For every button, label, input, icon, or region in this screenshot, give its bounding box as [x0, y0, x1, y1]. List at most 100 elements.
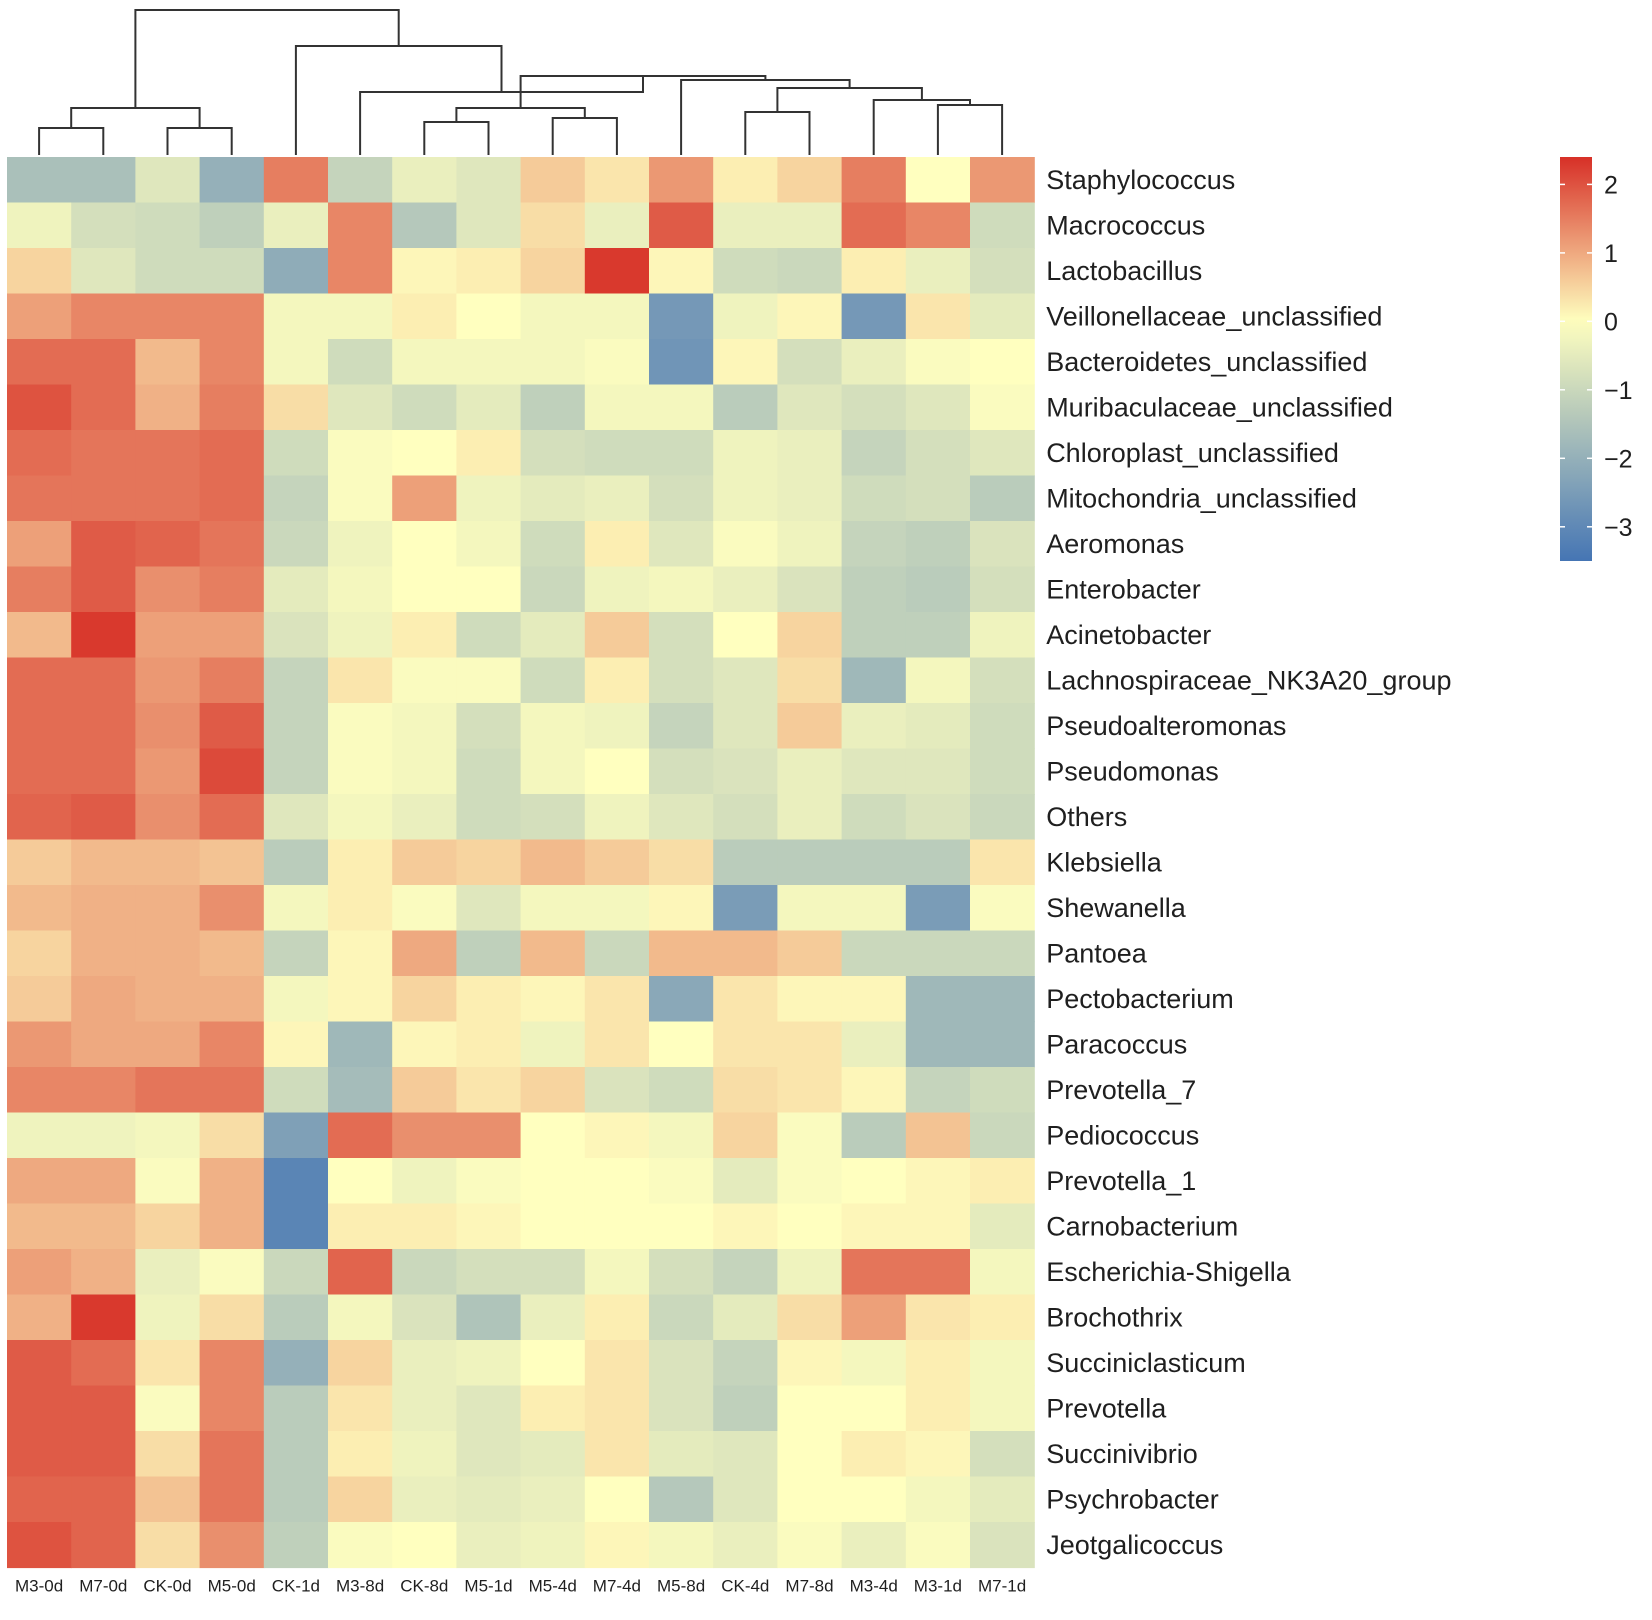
- heatmap-cell: [905, 430, 971, 477]
- heatmap-cell: [970, 794, 1035, 841]
- heatmap-cell: [970, 521, 1035, 568]
- heatmap-cell: [841, 1476, 907, 1523]
- row-label: Prevotella_1: [1046, 1166, 1196, 1196]
- heatmap-cell: [135, 293, 201, 340]
- heatmap-cell: [7, 657, 72, 704]
- heatmap-cell: [649, 703, 714, 750]
- heatmap-cell: [7, 703, 72, 750]
- heatmap-cell: [199, 339, 265, 386]
- heatmap-cell: [263, 1203, 329, 1250]
- heatmap-cell: [71, 976, 136, 1023]
- heatmap-cell: [263, 612, 329, 659]
- heatmap-cell: [970, 1294, 1035, 1341]
- heatmap-cell: [263, 657, 329, 704]
- heatmap-cell: [71, 839, 136, 886]
- heatmap-cell: [520, 430, 586, 477]
- heatmap-cell: [777, 566, 843, 613]
- heatmap-cell: [328, 1203, 393, 1250]
- heatmap-cell: [584, 703, 650, 750]
- heatmap-cell: [649, 1431, 714, 1478]
- heatmap-cell: [777, 1294, 843, 1341]
- heatmap-cell: [905, 839, 971, 886]
- heatmap-cell: [777, 430, 843, 477]
- colorbar-legend: 2 1 0 −1 −2 −3: [1560, 157, 1633, 561]
- heatmap-cell: [970, 430, 1035, 477]
- heatmap-cell: [135, 1340, 201, 1387]
- heatmap-cell: [970, 1021, 1035, 1068]
- heatmap-cell: [135, 521, 201, 568]
- heatmap-cell: [584, 930, 650, 977]
- row-label: Pediococcus: [1046, 1120, 1199, 1150]
- heatmap-cell: [520, 1021, 586, 1068]
- heatmap-cell: [328, 657, 393, 704]
- heatmap-cell: [649, 1203, 714, 1250]
- heatmap-cell: [392, 475, 457, 522]
- heatmap-cell: [584, 384, 650, 431]
- heatmap-cell: [392, 293, 457, 340]
- heatmap-cell: [263, 1431, 329, 1478]
- heatmap-cell: [649, 1294, 714, 1341]
- heatmap-cell: [71, 157, 136, 204]
- heatmap-cell: [71, 1021, 136, 1068]
- heatmap-cell: [584, 1522, 650, 1569]
- heatmap-cell: [71, 1476, 136, 1523]
- heatmap-cell: [199, 657, 265, 704]
- row-label: Muribaculaceae_unclassified: [1046, 392, 1393, 422]
- heatmap-cell: [328, 794, 393, 841]
- row-label: Pseudoalteromonas: [1046, 711, 1286, 741]
- heatmap-cell: [328, 293, 393, 340]
- heatmap-cell: [199, 976, 265, 1023]
- heatmap-cell: [905, 612, 971, 659]
- heatmap-cell: [328, 475, 393, 522]
- heatmap-cell: [713, 794, 778, 841]
- heatmap-cell: [392, 612, 457, 659]
- heatmap-cell: [71, 794, 136, 841]
- heatmap-cell: [71, 1340, 136, 1387]
- heatmap-cell: [328, 1476, 393, 1523]
- heatmap-cell: [649, 157, 714, 204]
- heatmap-cell: [71, 1431, 136, 1478]
- heatmap-cell: [970, 157, 1035, 204]
- heatmap-cell: [199, 384, 265, 431]
- heatmap-cell: [328, 839, 393, 886]
- row-labels: Staphylococcus Macrococcus Lactobacillus Ve…: [1046, 165, 1451, 1560]
- heatmap-cell: [456, 521, 522, 568]
- heatmap-cell: [649, 1476, 714, 1523]
- row-label: Lactobacillus: [1046, 256, 1202, 286]
- heatmap-cell: [392, 1522, 457, 1569]
- heatmap-cell: [970, 1340, 1035, 1387]
- heatmap-cell: [135, 976, 201, 1023]
- heatmap-cell: [520, 1385, 586, 1432]
- heatmap-cell: [713, 293, 778, 340]
- heatmap-cell: [456, 1340, 522, 1387]
- heatmap-cell: [328, 1021, 393, 1068]
- heatmap-cell: [970, 1522, 1035, 1569]
- heatmap-cell: [71, 384, 136, 431]
- heatmap-cell: [970, 612, 1035, 659]
- heatmap-cell: [584, 293, 650, 340]
- column-label: M7-4d: [593, 1577, 641, 1596]
- heatmap-cell: [713, 1158, 778, 1205]
- heatmap-cell: [328, 1249, 393, 1296]
- heatmap-cell: [841, 384, 907, 431]
- heatmap-cell: [392, 1067, 457, 1114]
- heatmap-cell: [970, 976, 1035, 1023]
- heatmap-cell: [135, 339, 201, 386]
- heatmap-cell: [71, 339, 136, 386]
- heatmap-cell: [713, 1294, 778, 1341]
- heatmap-cell: [841, 1067, 907, 1114]
- heatmap-cell: [392, 1203, 457, 1250]
- heatmap-cell: [7, 202, 72, 249]
- column-label: M7-1d: [978, 1577, 1026, 1596]
- dendrogram-link: [680, 79, 851, 155]
- heatmap-cell: [263, 521, 329, 568]
- heatmap-cell: [841, 839, 907, 886]
- heatmap-cell: [841, 885, 907, 932]
- heatmap-cell: [841, 202, 907, 249]
- heatmap-cell: [7, 1203, 72, 1250]
- heatmap-cell: [520, 1431, 586, 1478]
- heatmap-cell: [263, 202, 329, 249]
- heatmap-cell: [713, 1067, 778, 1114]
- heatmap-cell: [905, 384, 971, 431]
